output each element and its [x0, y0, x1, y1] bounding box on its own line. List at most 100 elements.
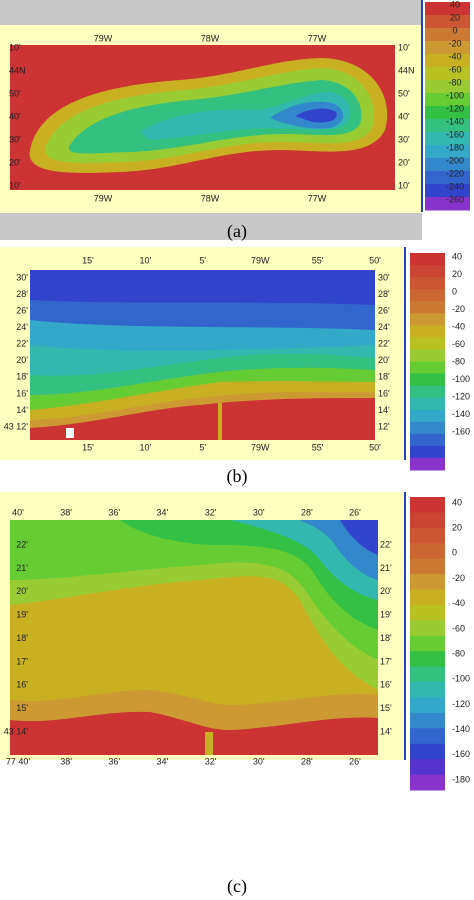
right-axis-label: 15' — [380, 703, 392, 713]
colorbar-label: -160 — [452, 749, 470, 759]
colorbar-swatch — [410, 253, 445, 266]
colorbar-label: 0 — [452, 286, 457, 296]
colorbar-swatch — [410, 433, 445, 447]
colorbar-swatch — [410, 277, 445, 290]
map-a — [0, 0, 423, 240]
top-axis-label: 78W — [201, 33, 220, 43]
colorbar-swatch — [410, 574, 445, 591]
colorbar-label: -100 — [452, 374, 470, 384]
right-axis-label: 40' — [398, 111, 410, 121]
colorbar-swatch — [425, 15, 470, 29]
colorbar-label: -180 — [446, 142, 464, 152]
map-b — [0, 247, 406, 460]
left-axis-label: 24' — [16, 322, 28, 332]
bottom-axis-label: 38' — [60, 756, 72, 766]
colorbar-label: -120 — [452, 391, 470, 401]
bottom-axis-label: 26' — [349, 756, 361, 766]
right-axis-label: 18' — [380, 633, 392, 643]
right-axis-label: 14' — [380, 726, 392, 736]
colorbar-swatch — [425, 171, 470, 185]
colorbar-swatch — [410, 527, 445, 544]
colorbar-swatch — [410, 759, 445, 776]
colorbar-label: 0 — [452, 548, 457, 558]
colorbar-swatch — [410, 349, 445, 362]
colorbar-label: -20 — [452, 573, 465, 583]
colorbar-label: -40 — [448, 51, 461, 61]
colorbar-swatch — [410, 620, 445, 637]
right-axis-label: 17' — [380, 656, 392, 666]
bottom-axis-label: 30' — [253, 756, 265, 766]
top-axis-label: 26' — [349, 507, 361, 517]
bottom-axis-label: 5' — [199, 442, 206, 452]
colorbar-swatch — [410, 651, 445, 668]
colorbar-swatch — [410, 497, 445, 513]
top-axis-label: 32' — [205, 507, 217, 517]
colorbar-swatch — [410, 265, 445, 278]
bottom-axis-label: 50' — [369, 442, 381, 452]
bottom-axis-label: 77W — [308, 193, 327, 203]
colorbar-label: -100 — [452, 674, 470, 684]
left-axis-label: 40' — [9, 111, 21, 121]
right-axis-label: 22' — [380, 539, 392, 549]
right-axis-label: 20' — [398, 157, 410, 167]
right-axis-label: 16' — [378, 388, 390, 398]
colorbar-label: 40 — [452, 251, 462, 261]
map-c — [0, 492, 406, 760]
left-axis-label: 30' — [16, 272, 28, 282]
colorbar-swatch — [425, 80, 470, 94]
left-axis-label: 18' — [16, 372, 28, 382]
top-axis-label: 38' — [60, 507, 72, 517]
colorbar-swatch — [410, 589, 445, 606]
bottom-axis-label: 28' — [301, 756, 313, 766]
colorbar-swatch — [410, 421, 445, 435]
right-axis-label: 28' — [378, 289, 390, 299]
colorbar-swatch — [410, 697, 445, 714]
colorbar-swatch — [410, 301, 445, 314]
bottom-axis-label: 32' — [205, 756, 217, 766]
colorbar-swatch — [425, 28, 470, 42]
colorbar-swatch — [410, 635, 445, 652]
colorbar-swatch — [425, 2, 470, 16]
top-axis-label: 10' — [140, 255, 152, 265]
colorbar-label: -20 — [452, 304, 465, 314]
left-axis-label: 43 12' — [4, 421, 29, 431]
left-axis-label: 16' — [16, 680, 28, 690]
colorbar-swatch — [410, 543, 445, 560]
colorbar-label: -140 — [452, 409, 470, 419]
colorbar-swatch — [425, 197, 470, 211]
top-axis-label: 40' — [12, 507, 24, 517]
colorbar-swatch — [425, 54, 470, 68]
colorbar-swatch — [425, 158, 470, 172]
colorbar-swatch — [410, 604, 445, 621]
left-axis-label: 17' — [16, 656, 28, 666]
colorbar-label: -160 — [446, 129, 464, 139]
left-axis-label: 22' — [16, 339, 28, 349]
left-axis-label: 50' — [9, 88, 21, 98]
colorbar-label: -240 — [446, 181, 464, 191]
colorbar-label: -180 — [452, 774, 470, 784]
left-axis-label: 18' — [16, 633, 28, 643]
caption: (b) — [227, 466, 248, 487]
left-axis-label: 30' — [9, 134, 21, 144]
colorbar-label: -200 — [446, 155, 464, 165]
colorbar-label: -160 — [452, 426, 470, 436]
bottom-axis-label: 10' — [140, 442, 152, 452]
colorbar-label: -260 — [446, 194, 464, 204]
right-axis-label: 21' — [380, 563, 392, 573]
colorbar-label: 40 — [452, 497, 462, 507]
colorbar-swatch — [425, 184, 470, 198]
colorbar-swatch — [425, 132, 470, 146]
colorbar-label: -60 — [452, 339, 465, 349]
colorbar-swatch — [410, 558, 445, 575]
colorbar-swatch — [410, 409, 445, 423]
colorbar-label: -20 — [448, 38, 461, 48]
colorbar-swatch — [425, 67, 470, 81]
colorbar-label: 40 — [450, 0, 460, 9]
bottom-axis-label: 34' — [157, 756, 169, 766]
colorbar-swatch — [425, 41, 470, 55]
top-axis-label: 5' — [199, 255, 206, 265]
colorbar-label: -120 — [446, 103, 464, 113]
colorbar-label: -100 — [446, 90, 464, 100]
right-axis-label: 12' — [378, 421, 390, 431]
right-axis-label: 24' — [378, 322, 390, 332]
